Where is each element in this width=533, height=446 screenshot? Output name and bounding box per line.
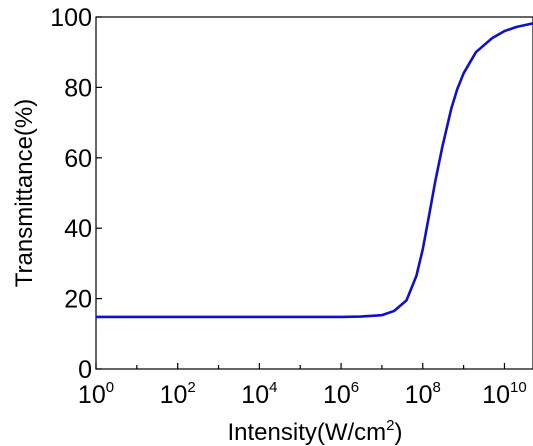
x-tick-label: 108 [405, 379, 441, 409]
y-axis-ticks: 0 20 40 60 80 100 [50, 4, 102, 384]
x-tick-label: 1010 [482, 379, 527, 409]
plot-area-frame [95, 16, 533, 370]
x-axis-label: Intensity(W/cm2) [227, 417, 402, 446]
x-tick-exp: 10 [510, 379, 527, 396]
y-tick-label: 0 [78, 356, 92, 384]
x-tick-label: 104 [241, 379, 277, 409]
x-tick-label: 106 [323, 379, 359, 409]
x-tick-base: 10 [78, 381, 106, 409]
x-tick-label: 102 [160, 379, 196, 409]
y-tick-label: 40 [64, 215, 92, 243]
x-tick-exp: 2 [187, 379, 195, 396]
x-tick-base: 10 [160, 381, 188, 409]
series-group [96, 22, 533, 319]
x-axis-label-sup: 2 [386, 417, 394, 434]
x-tick-base: 10 [405, 381, 433, 409]
x-axis-label-tail: ) [395, 419, 403, 446]
x-tick-base: 10 [482, 381, 510, 409]
y-tick-label: 100 [50, 4, 92, 32]
y-tick-label: 60 [64, 145, 92, 173]
x-tick-base: 10 [241, 381, 269, 409]
y-tick-label: 20 [64, 286, 92, 314]
x-axis-label-main: Intensity(W/cm [227, 419, 386, 446]
x-tick-base: 10 [323, 381, 351, 409]
series-line [96, 22, 533, 319]
x-tick-exp: 4 [269, 379, 277, 396]
x-tick-exp: 8 [432, 379, 440, 396]
x-axis-ticks: 100 102 104 106 108 1010 [78, 363, 527, 409]
y-axis-label: Transmittance(%) [11, 99, 38, 287]
y-tick-label: 80 [64, 74, 92, 102]
x-tick-exp: 6 [351, 379, 359, 396]
x-tick-exp: 0 [106, 379, 114, 396]
x-tick-label: 100 [78, 379, 114, 409]
